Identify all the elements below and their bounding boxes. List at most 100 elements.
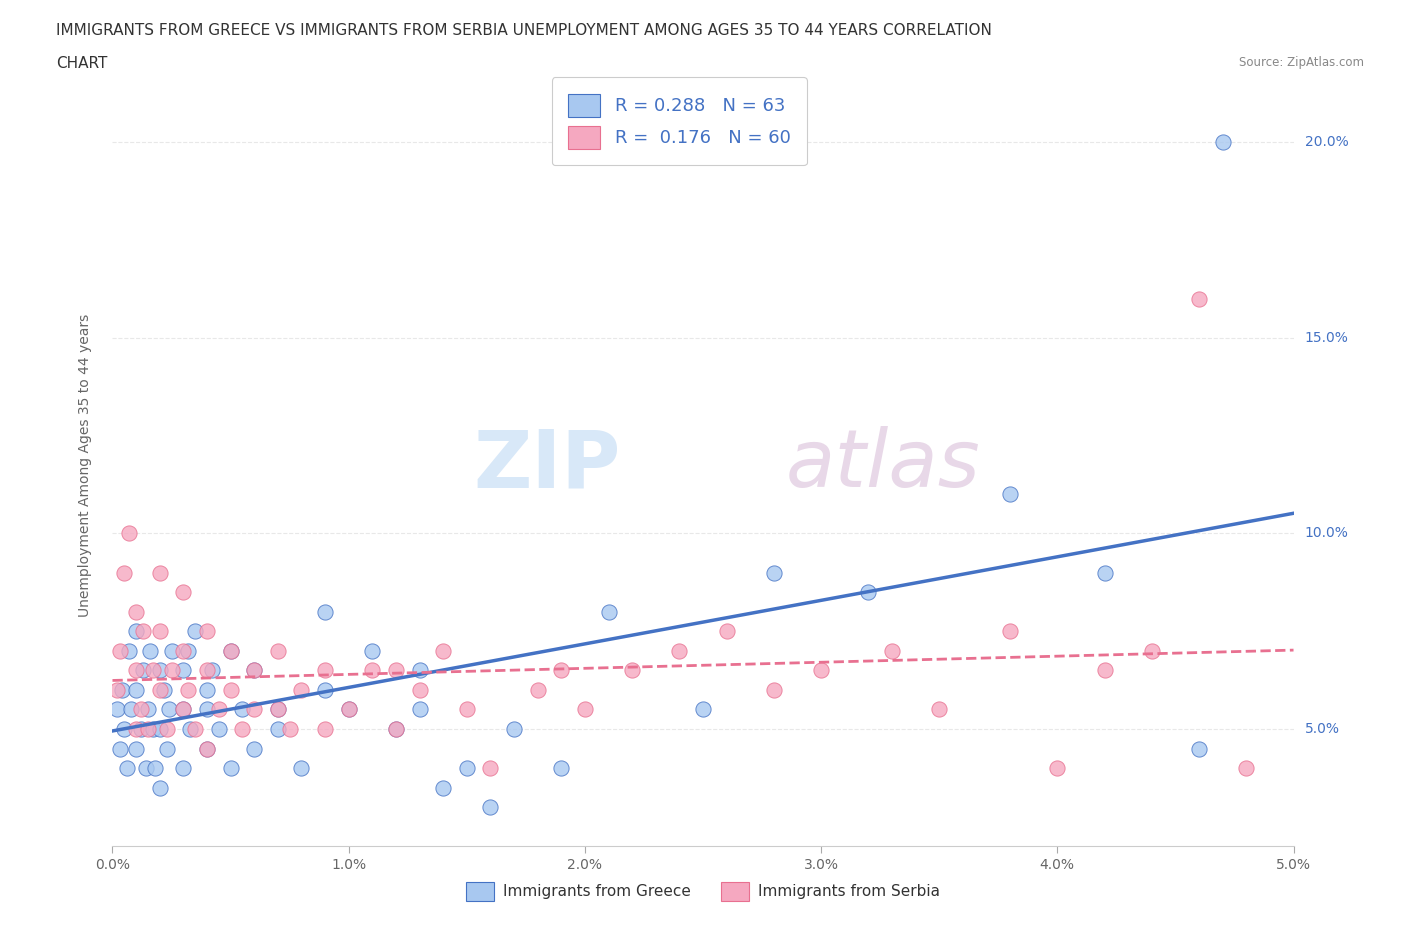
Point bbox=[195, 683, 218, 698]
Text: atlas: atlas bbox=[786, 426, 980, 504]
Point bbox=[172, 585, 194, 600]
Y-axis label: Unemployment Among Ages 35 to 44 years: Unemployment Among Ages 35 to 44 years bbox=[77, 313, 91, 617]
Text: 15.0%: 15.0% bbox=[1305, 331, 1348, 345]
Point bbox=[598, 604, 620, 619]
Point bbox=[132, 663, 155, 678]
Point bbox=[208, 722, 231, 737]
Point bbox=[136, 722, 159, 737]
Point bbox=[143, 761, 166, 776]
Point bbox=[267, 702, 290, 717]
Point bbox=[361, 644, 384, 658]
Point bbox=[621, 663, 644, 678]
Point bbox=[503, 722, 526, 737]
Point bbox=[762, 683, 785, 698]
Point bbox=[112, 722, 135, 737]
Point bbox=[668, 644, 690, 658]
Point bbox=[432, 644, 454, 658]
Point bbox=[337, 702, 360, 717]
Point bbox=[243, 702, 266, 717]
Point bbox=[337, 702, 360, 717]
Point bbox=[314, 604, 336, 619]
Point bbox=[120, 702, 142, 717]
Point bbox=[314, 722, 336, 737]
Point bbox=[172, 702, 194, 717]
Point bbox=[208, 702, 231, 717]
Point bbox=[129, 702, 152, 717]
Point bbox=[1094, 663, 1116, 678]
Text: Source: ZipAtlas.com: Source: ZipAtlas.com bbox=[1239, 56, 1364, 69]
Point bbox=[1234, 761, 1257, 776]
Point bbox=[172, 663, 194, 678]
Point bbox=[184, 722, 207, 737]
Point bbox=[179, 722, 201, 737]
Text: IMMIGRANTS FROM GREECE VS IMMIGRANTS FROM SERBIA UNEMPLOYMENT AMONG AGES 35 TO 4: IMMIGRANTS FROM GREECE VS IMMIGRANTS FRO… bbox=[56, 23, 993, 38]
Point bbox=[172, 644, 194, 658]
Point bbox=[129, 722, 152, 737]
Point bbox=[177, 644, 200, 658]
Point bbox=[111, 683, 134, 698]
Point bbox=[385, 722, 408, 737]
Point bbox=[125, 604, 148, 619]
Point bbox=[125, 663, 148, 678]
Point bbox=[139, 644, 162, 658]
Point bbox=[267, 702, 290, 717]
Point bbox=[125, 683, 148, 698]
Point bbox=[231, 722, 253, 737]
Point bbox=[479, 800, 502, 815]
Point bbox=[716, 624, 738, 639]
Point bbox=[267, 644, 290, 658]
Point bbox=[149, 722, 172, 737]
Point bbox=[219, 644, 242, 658]
Point bbox=[108, 741, 131, 756]
Point bbox=[149, 663, 172, 678]
Text: CHART: CHART bbox=[56, 56, 108, 71]
Point bbox=[1094, 565, 1116, 580]
Point bbox=[385, 722, 408, 737]
Point bbox=[172, 702, 194, 717]
Point bbox=[135, 761, 157, 776]
Point bbox=[385, 663, 408, 678]
Text: 5.0%: 5.0% bbox=[1305, 722, 1340, 736]
Point bbox=[231, 702, 253, 717]
Point bbox=[928, 702, 950, 717]
Point bbox=[810, 663, 832, 678]
Text: 20.0%: 20.0% bbox=[1305, 136, 1348, 150]
Point bbox=[149, 565, 172, 580]
Point bbox=[219, 683, 242, 698]
Point bbox=[112, 565, 135, 580]
Point bbox=[408, 663, 430, 678]
Point bbox=[267, 722, 290, 737]
Point bbox=[290, 683, 312, 698]
Point bbox=[157, 702, 180, 717]
Point bbox=[880, 644, 903, 658]
Point bbox=[118, 644, 141, 658]
Point bbox=[574, 702, 596, 717]
Point bbox=[149, 683, 172, 698]
Point bbox=[105, 683, 128, 698]
Point bbox=[1140, 644, 1163, 658]
Point bbox=[142, 722, 165, 737]
Point bbox=[550, 761, 572, 776]
Point bbox=[132, 624, 155, 639]
Point bbox=[125, 722, 148, 737]
Point bbox=[108, 644, 131, 658]
Point bbox=[118, 526, 141, 541]
Point bbox=[361, 663, 384, 678]
Point bbox=[149, 624, 172, 639]
Point bbox=[177, 683, 200, 698]
Point bbox=[243, 663, 266, 678]
Point bbox=[195, 624, 218, 639]
Point bbox=[160, 644, 183, 658]
Point bbox=[998, 487, 1021, 502]
Point bbox=[153, 683, 176, 698]
Point bbox=[314, 663, 336, 678]
Point bbox=[136, 702, 159, 717]
Point bbox=[160, 663, 183, 678]
Point bbox=[456, 761, 478, 776]
Point bbox=[125, 624, 148, 639]
Point bbox=[125, 741, 148, 756]
Point bbox=[195, 741, 218, 756]
Point bbox=[195, 663, 218, 678]
Point bbox=[184, 624, 207, 639]
Point bbox=[278, 722, 301, 737]
